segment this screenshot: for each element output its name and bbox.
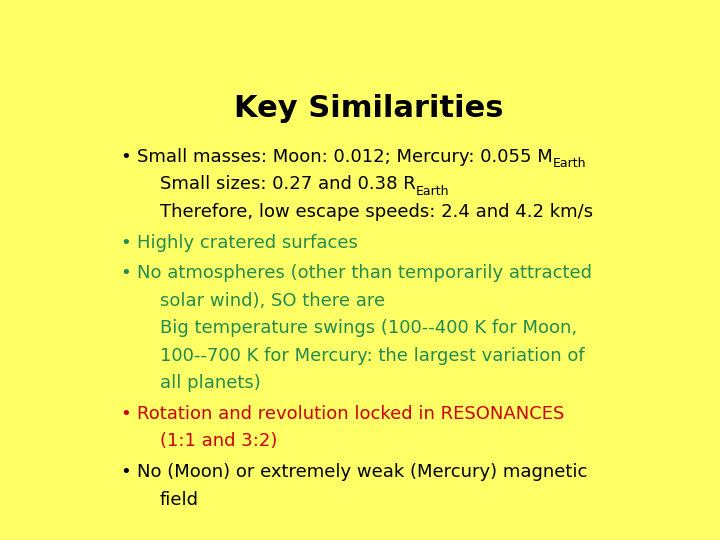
- Text: •: •: [121, 405, 132, 423]
- Text: •: •: [121, 148, 132, 166]
- Text: all planets): all planets): [160, 374, 261, 392]
- Text: Small sizes: 0.27 and 0.38 R: Small sizes: 0.27 and 0.38 R: [160, 176, 415, 193]
- Text: No atmospheres (other than temporarily attracted: No atmospheres (other than temporarily a…: [138, 265, 593, 282]
- Text: Rotation and revolution locked in RESONANCES: Rotation and revolution locked in RESONA…: [138, 405, 564, 423]
- Text: 100--700 K for Mercury: the largest variation of: 100--700 K for Mercury: the largest vari…: [160, 347, 585, 364]
- Text: solar wind), SO there are: solar wind), SO there are: [160, 292, 385, 310]
- Text: •: •: [121, 234, 132, 252]
- Text: Highly cratered surfaces: Highly cratered surfaces: [138, 234, 359, 252]
- Text: Key Similarities: Key Similarities: [234, 94, 504, 123]
- Text: Small masses: Moon: 0.012; Mercury: 0.055 M: Small masses: Moon: 0.012; Mercury: 0.05…: [138, 148, 553, 166]
- Text: (1:1 and 3:2): (1:1 and 3:2): [160, 433, 277, 450]
- Text: •: •: [121, 463, 132, 481]
- Text: Earth: Earth: [553, 157, 587, 170]
- Text: •: •: [121, 265, 132, 282]
- Text: No (Moon) or extremely weak (Mercury) magnetic: No (Moon) or extremely weak (Mercury) ma…: [138, 463, 588, 481]
- Text: Earth: Earth: [415, 185, 449, 198]
- Text: Big temperature swings (100--400 K for Moon,: Big temperature swings (100--400 K for M…: [160, 319, 577, 338]
- Text: Therefore, low escape speeds: 2.4 and 4.2 km/s: Therefore, low escape speeds: 2.4 and 4.…: [160, 203, 593, 221]
- Text: field: field: [160, 490, 199, 509]
